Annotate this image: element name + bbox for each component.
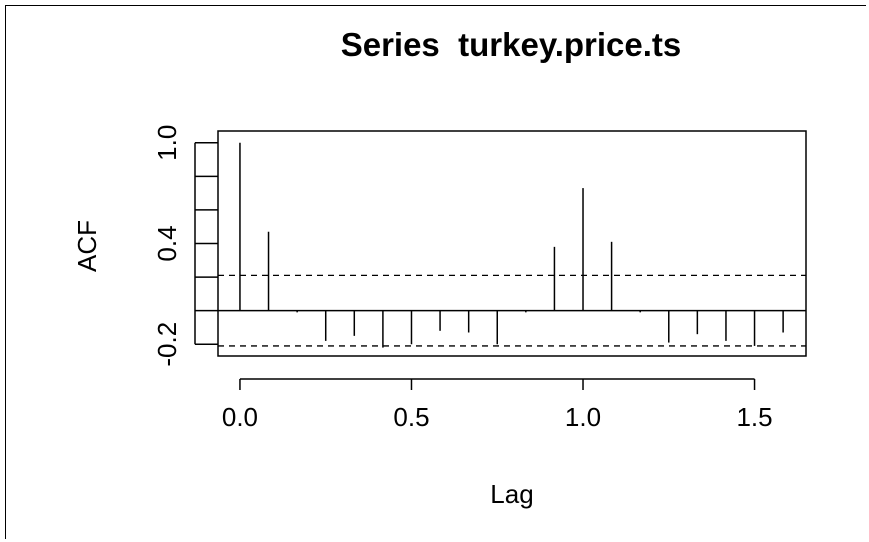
y-tick-label-1: 0.4 xyxy=(152,225,182,261)
y-tick-label-2: 1.0 xyxy=(152,125,182,161)
x-tick-label-1: 0.5 xyxy=(393,402,429,432)
y-axis-label: ACF xyxy=(72,220,102,272)
x-tick-label-0: 0.0 xyxy=(222,402,258,432)
chart-title: Series turkey.price.ts xyxy=(341,26,682,63)
chart-marks: 0.0 0.5 1.0 1.5 -0.2 0.4 1.0 xyxy=(152,125,806,432)
x-tick-label-3: 1.5 xyxy=(736,402,772,432)
y-tick-label-0: -0.2 xyxy=(152,322,182,367)
plot-frame xyxy=(5,5,866,539)
x-axis-label: Lag xyxy=(490,479,533,509)
x-tick-label-2: 1.0 xyxy=(565,402,601,432)
plot-area-box xyxy=(217,130,807,357)
